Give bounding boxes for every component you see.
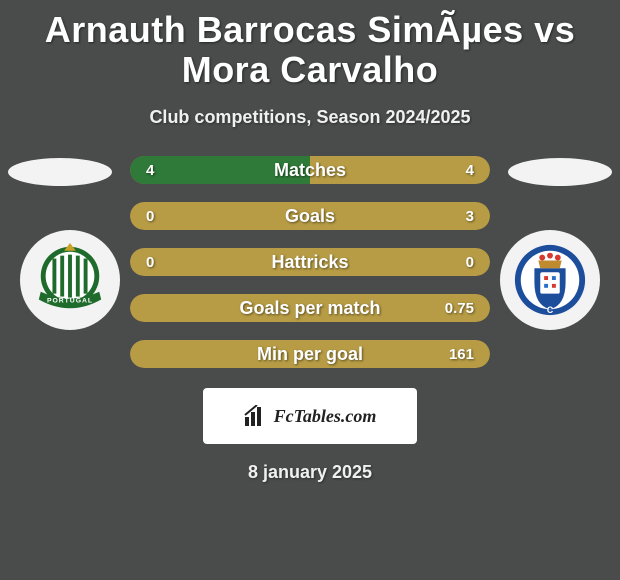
stat-bar: Min per goal 161 xyxy=(130,340,490,368)
stat-value-right: 3 xyxy=(466,202,474,230)
stat-value-right: 0.75 xyxy=(445,294,474,322)
porto-crest-icon: F C P xyxy=(511,241,589,319)
stat-value-left: 0 xyxy=(146,202,154,230)
sporting-crest-icon: PORTUGAL xyxy=(31,241,109,319)
comparison-card: Arnauth Barrocas SimÃµes vs Mora Carvalh… xyxy=(0,0,620,580)
stat-value-left: 0 xyxy=(146,248,154,276)
stat-label: Hattricks xyxy=(271,252,348,273)
stats-column: 4 Matches 4 0 Goals 3 0 Hattricks 0 Goals per mat… xyxy=(110,156,510,368)
watermark-text: FcTables.com xyxy=(274,406,377,427)
snapshot-date: 8 january 2025 xyxy=(248,462,372,483)
stat-label: Matches xyxy=(274,160,346,181)
stat-bar: 0 Goals 3 xyxy=(130,202,490,230)
stat-value-right: 4 xyxy=(466,156,474,184)
comparison-title: Arnauth Barrocas SimÃµes vs Mora Carvalh… xyxy=(0,0,620,89)
svg-text:F: F xyxy=(526,276,532,286)
middle-band: PORTUGAL xyxy=(0,156,620,368)
svg-text:P: P xyxy=(569,276,575,286)
svg-text:C: C xyxy=(547,305,554,315)
stat-bar: 0 Hattricks 0 xyxy=(130,248,490,276)
stat-bar: Goals per match 0.75 xyxy=(130,294,490,322)
player-avatar-placeholder-right xyxy=(508,158,612,186)
stat-label: Min per goal xyxy=(257,344,363,365)
club-crest-right: F C P xyxy=(500,230,600,330)
player-avatar-placeholder-left xyxy=(8,158,112,186)
bar-chart-icon xyxy=(244,405,266,427)
stat-label: Goals per match xyxy=(239,298,380,319)
stat-label: Goals xyxy=(285,206,335,227)
stat-bar: 4 Matches 4 xyxy=(130,156,490,184)
comparison-subtitle: Club competitions, Season 2024/2025 xyxy=(149,107,470,128)
stat-value-left: 4 xyxy=(146,156,154,184)
stat-value-right: 0 xyxy=(466,248,474,276)
club-crest-left: PORTUGAL xyxy=(20,230,120,330)
svg-text:PORTUGAL: PORTUGAL xyxy=(47,298,93,305)
stat-value-right: 161 xyxy=(449,340,474,368)
site-watermark: FcTables.com xyxy=(203,388,417,444)
